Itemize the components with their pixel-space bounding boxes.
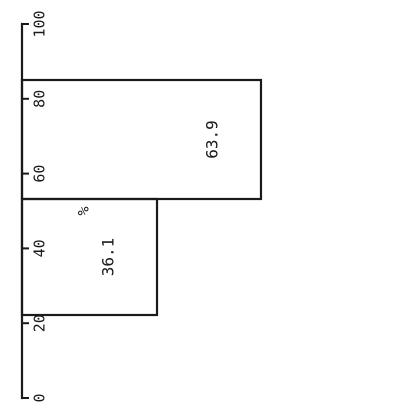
y-tick-label: 100 [31,10,49,37]
y-tick-label: 40 [31,239,49,257]
y-tick-label: 80 [31,90,49,108]
y-axis-title: % [75,206,93,215]
bar-value-label: 63.9 [202,120,221,159]
plot-area: 0 20 40 60 80 100% 36.1 63.9 [20,10,263,403]
y-tick-label: 60 [31,165,49,183]
bar-no [20,78,263,201]
y-tick-label: 0 [31,393,49,402]
bar-value-label: 36.1 [99,238,118,277]
y-tick-label: 20 [31,314,49,332]
